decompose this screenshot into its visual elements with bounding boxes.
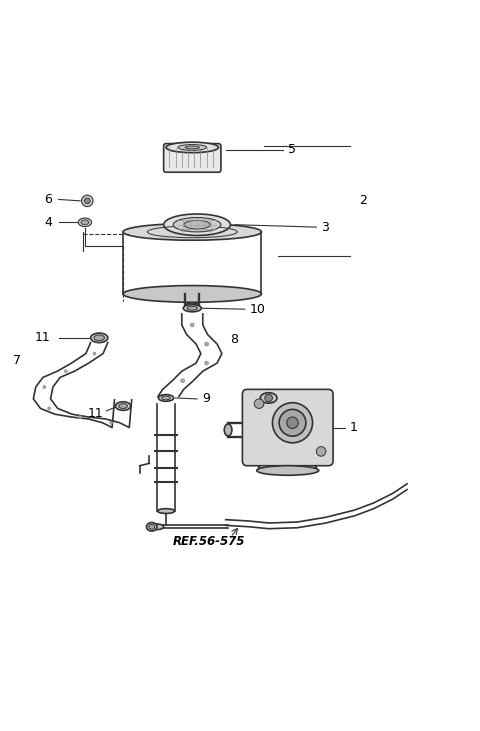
Circle shape: [279, 409, 306, 436]
Ellipse shape: [94, 335, 105, 341]
Ellipse shape: [166, 142, 218, 153]
Circle shape: [254, 399, 264, 409]
Text: 1: 1: [350, 421, 358, 434]
Ellipse shape: [149, 524, 155, 529]
Text: 2: 2: [360, 194, 367, 208]
Ellipse shape: [257, 466, 319, 475]
Ellipse shape: [123, 224, 262, 240]
Ellipse shape: [91, 333, 108, 343]
Text: 10: 10: [250, 303, 265, 316]
Ellipse shape: [158, 395, 174, 401]
Ellipse shape: [184, 221, 210, 229]
Ellipse shape: [119, 404, 127, 409]
Circle shape: [204, 342, 208, 346]
Text: 4: 4: [44, 216, 52, 229]
FancyBboxPatch shape: [164, 143, 221, 173]
Circle shape: [191, 323, 194, 327]
Text: 11: 11: [87, 406, 103, 420]
Ellipse shape: [123, 286, 262, 302]
Circle shape: [181, 379, 185, 383]
Ellipse shape: [185, 303, 199, 308]
Text: 9: 9: [202, 393, 210, 406]
Circle shape: [316, 447, 326, 456]
Circle shape: [93, 352, 96, 355]
Ellipse shape: [187, 306, 198, 310]
Ellipse shape: [78, 218, 92, 227]
Text: 3: 3: [321, 221, 329, 234]
Text: 5: 5: [288, 143, 296, 156]
Ellipse shape: [185, 146, 199, 149]
Ellipse shape: [164, 214, 230, 235]
FancyBboxPatch shape: [242, 390, 333, 466]
Circle shape: [265, 394, 273, 402]
Ellipse shape: [146, 523, 157, 531]
Ellipse shape: [157, 509, 175, 513]
Circle shape: [110, 421, 113, 424]
Ellipse shape: [149, 524, 164, 530]
Ellipse shape: [173, 218, 221, 232]
Ellipse shape: [183, 305, 201, 312]
Circle shape: [82, 195, 93, 207]
Text: 11: 11: [35, 331, 50, 344]
Ellipse shape: [116, 402, 131, 410]
Text: 7: 7: [13, 355, 21, 367]
Circle shape: [84, 198, 90, 204]
Text: REF.56-575: REF.56-575: [173, 534, 246, 548]
Ellipse shape: [162, 396, 170, 400]
Text: 8: 8: [230, 333, 239, 346]
Circle shape: [48, 407, 50, 410]
Text: 6: 6: [44, 193, 52, 206]
Ellipse shape: [224, 424, 232, 436]
Circle shape: [287, 417, 298, 428]
Ellipse shape: [260, 393, 277, 404]
Circle shape: [64, 370, 67, 373]
Circle shape: [79, 416, 82, 418]
Ellipse shape: [81, 220, 89, 224]
Circle shape: [273, 403, 312, 443]
Circle shape: [204, 361, 208, 365]
Circle shape: [43, 385, 46, 388]
Ellipse shape: [178, 145, 206, 151]
